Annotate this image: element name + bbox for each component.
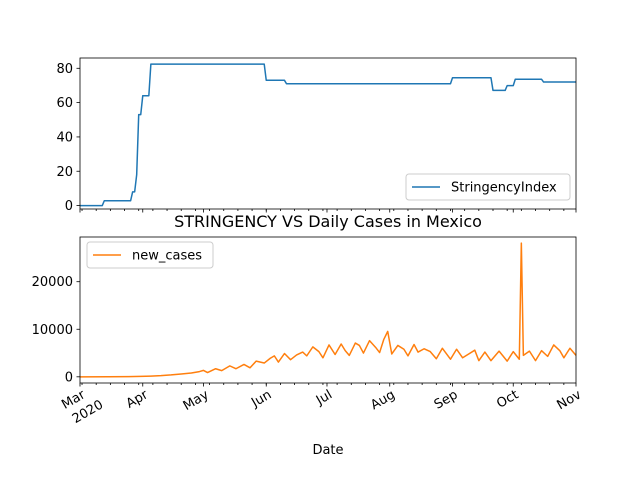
stringency-y-axis: 0 20 40 60 80 — [56, 62, 80, 214]
new-cases-line — [79, 242, 577, 378]
stringency-y-tick-label: 20 — [56, 165, 73, 180]
stringency-line — [80, 63, 576, 207]
stringency-series-layer — [80, 63, 576, 207]
new-cases-plot-frame — [79, 236, 577, 384]
stringency-y-tick-label: 60 — [56, 96, 73, 111]
new-cases-y-axis: 0 10000 20000 — [32, 275, 80, 385]
stringency-y-tick-label: 80 — [56, 62, 73, 77]
new-cases-legend: new_cases — [86, 241, 214, 269]
stringency-y-tick-label: 40 — [56, 130, 73, 145]
stringency-plot-frame — [79, 57, 577, 210]
stringency-subplot: 0 20 40 60 80 StringencyIndex — [56, 57, 577, 214]
new-cases-y-tick-label: 20000 — [32, 275, 73, 290]
new-cases-legend-box — [86, 241, 214, 269]
stringency-legend-label: StringencyIndex — [451, 181, 557, 196]
stringency-x-axis — [79, 209, 577, 213]
stringency-y-tick-label: 0 — [65, 199, 73, 214]
new-cases-series-layer — [79, 242, 577, 378]
chart-title: STRINGENCY VS Daily Cases in Mexico — [174, 212, 482, 231]
new-cases-y-tick-label: 10000 — [32, 323, 73, 338]
new-cases-x-tick-label: Jul — [313, 387, 335, 408]
x-axis-label: Date — [312, 443, 343, 458]
new-cases-y-tick-label: 0 — [65, 370, 73, 385]
stringency-legend: StringencyIndex — [405, 173, 571, 201]
stringency-legend-box — [405, 173, 571, 201]
new-cases-legend-label: new_cases — [132, 249, 202, 264]
